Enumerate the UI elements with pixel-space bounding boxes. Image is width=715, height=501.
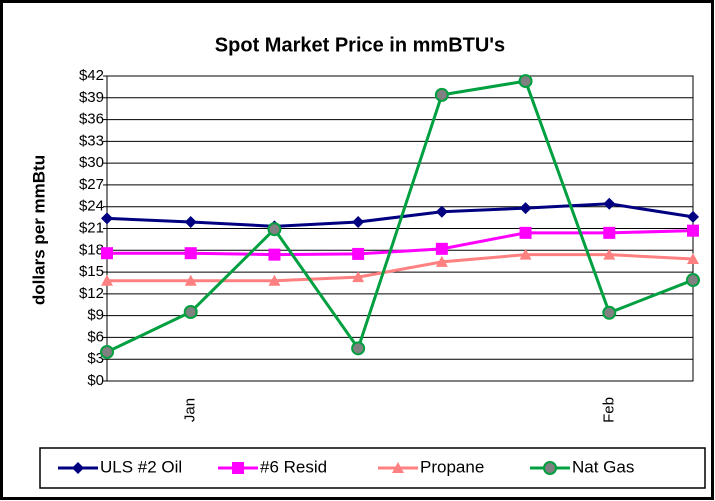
y-tick-label: $27 [79,176,104,193]
legend-swatch-marker [72,462,84,474]
legend-label: Nat Gas [572,457,634,476]
data-point [519,226,532,239]
y-tick-label: $36 [79,111,104,128]
chart-title: Spot Market Price in mmBTU's [215,34,505,56]
series-line [106,79,694,354]
data-point [686,273,700,288]
data-point [603,197,616,210]
data-point [352,247,365,260]
legend-swatch-marker [232,462,244,474]
y-tick-label: $0 [87,372,104,389]
legend-box [39,447,706,489]
data-point [603,248,616,260]
data-point [101,212,113,225]
data-point [687,224,699,237]
y-tick-label: $18 [79,241,104,258]
data-point [519,248,532,260]
y-tick-label: $21 [79,219,104,236]
data-point [434,87,449,102]
y-tick-label: $9 [87,307,104,324]
x-tick-label: Feb [600,397,617,423]
data-point [435,242,448,255]
data-point [602,305,617,320]
legend-label: #6 Resid [260,457,327,476]
data-point [687,210,699,223]
legend-label: Propane [420,457,484,476]
y-tick-label: $3 [87,350,104,367]
y-tick-label: $12 [79,285,104,302]
data-point [435,255,448,267]
legend-label: ULS #2 Oil [100,457,182,476]
y-tick-label: $15 [79,263,104,280]
data-point [352,215,365,228]
y-tick-label: $33 [79,132,104,149]
data-point [268,274,281,286]
data-point [268,248,281,261]
data-point [100,344,114,359]
y-tick-label: $39 [79,89,104,106]
data-point [687,253,699,264]
data-point [603,226,616,239]
data-point [101,274,113,286]
y-tick-label: $6 [87,328,104,345]
data-point [184,215,197,228]
data-point [435,205,448,218]
legend-swatch-marker [543,461,557,475]
data-point [351,341,366,356]
y-tick-label: $30 [79,154,104,171]
data-point [519,202,532,215]
data-point [184,274,197,286]
data-point [184,247,197,260]
data-point [267,222,282,237]
data-point [101,247,113,260]
series-line [107,253,694,283]
x-tick-label: Jan [182,398,199,422]
legend-swatch-marker [392,462,404,473]
data-point [352,271,365,283]
y-axis-label: dollars per mmBtu [29,155,48,305]
data-point [183,305,198,320]
y-tick-label: $42 [79,67,104,84]
y-tick-label: $24 [79,198,104,215]
series-line [107,229,694,257]
data-point [518,74,533,89]
